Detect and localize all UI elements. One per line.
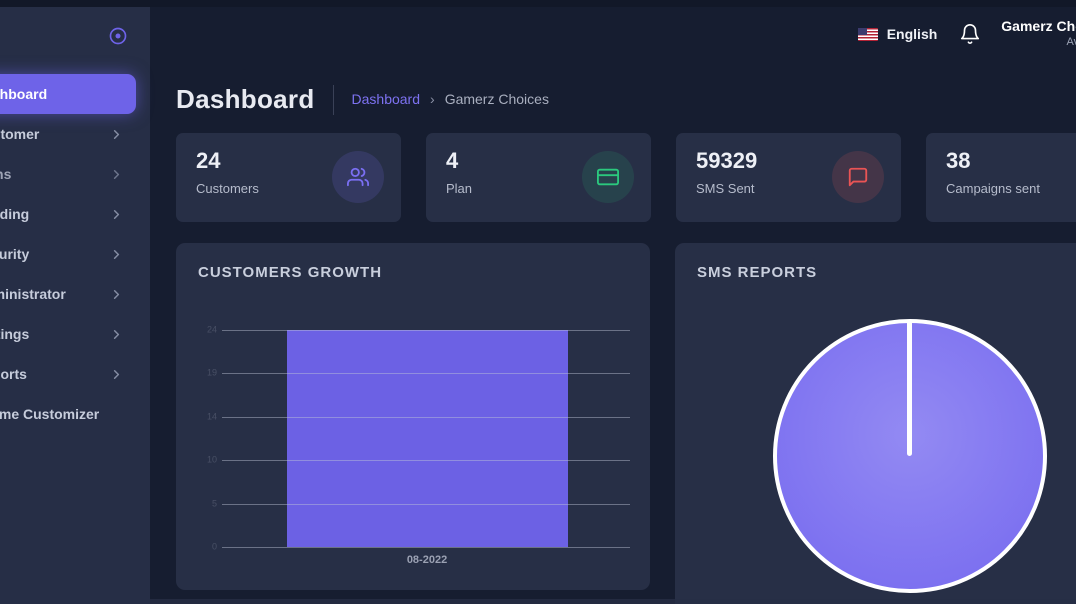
chevron-right-icon	[109, 367, 124, 382]
gridline	[222, 416, 630, 418]
sidebar-menu: Dashboard Customer Plans Sending	[0, 74, 150, 434]
sidebar-item-plans[interactable]: Plans	[0, 154, 150, 194]
sidebar-item-label: Sending	[0, 206, 30, 222]
stat-card-customers: 24 Customers	[176, 133, 401, 222]
sidebar-item-theme-customizer[interactable]: Theme Customizer	[0, 394, 150, 434]
sidebar-item-label: Dashboard	[0, 86, 48, 102]
gridline	[222, 547, 630, 548]
gridline	[222, 373, 630, 375]
sidebar-logo-row	[0, 7, 150, 63]
stat-value: 24	[196, 148, 221, 173]
sidebar-item-label: Administrator	[0, 286, 66, 302]
gridline	[222, 503, 630, 505]
user-menu[interactable]: Gamerz Choices Available	[1001, 18, 1076, 49]
chevron-right-icon	[109, 327, 124, 342]
circle-dot-icon	[109, 27, 127, 45]
gridline	[222, 330, 630, 331]
sidebar-toggle-button[interactable]	[108, 26, 128, 46]
sidebar-item-label: Reports	[0, 366, 27, 382]
sidebar-item-customer[interactable]: Customer	[0, 114, 150, 154]
y-axis-tick: 0	[211, 541, 217, 552]
sidebar-item-label: Theme Customizer	[0, 406, 100, 422]
stat-label: Campaigns sent	[946, 181, 1040, 196]
stat-label: Customers	[196, 181, 259, 196]
sidebar-item-label: Security	[0, 246, 30, 262]
language-selector[interactable]: English	[857, 26, 938, 42]
top-bar: English Gamerz Choices Available	[150, 14, 1076, 54]
language-label: English	[886, 26, 938, 42]
message-square-icon	[832, 151, 884, 203]
notifications-button[interactable]	[959, 23, 981, 45]
credit-card-icon	[582, 151, 634, 203]
breadcrumb-separator: ›	[430, 90, 435, 107]
breadcrumb-current: Gamerz Choices	[444, 90, 549, 107]
gridline	[222, 460, 630, 462]
pie	[773, 319, 1047, 593]
x-axis-tick: 08-2022	[406, 554, 448, 566]
stat-label: Plan	[446, 181, 473, 196]
stat-card-campaigns-sent: 38 Campaigns sent	[926, 133, 1076, 222]
page-header: Dashboard Dashboard › Gamerz Choices	[176, 84, 549, 115]
window-top-strip	[0, 0, 1076, 7]
stat-value: 4	[446, 148, 459, 173]
stat-value: 59329	[696, 148, 758, 173]
sidebar-item-label: Customer	[0, 126, 40, 142]
sidebar-item-security[interactable]: Security	[0, 234, 150, 274]
y-axis-tick: 24	[206, 324, 217, 335]
sidebar-item-administrator[interactable]: Administrator	[0, 274, 150, 314]
sidebar-item-settings[interactable]: Settings	[0, 314, 150, 354]
sms-reports-card: SMS REPORTS	[675, 243, 1076, 604]
customers-growth-card: CUSTOMERS GROWTH 08-2022 24 19 14 10 5 0	[176, 243, 650, 590]
bell-icon	[961, 24, 980, 44]
breadcrumb: Dashboard › Gamerz Choices	[352, 91, 549, 109]
pie-slice-divider	[907, 323, 912, 456]
sidebar-item-dashboard[interactable]: Dashboard	[0, 74, 136, 114]
title-divider	[332, 84, 334, 115]
page-title: Dashboard	[176, 84, 315, 114]
y-axis-tick: 19	[206, 367, 217, 378]
sidebar: Dashboard Customer Plans Sending	[0, 7, 150, 604]
main-content: English Gamerz Choices Available Dashboa…	[150, 0, 1076, 604]
stats-row: 24 Customers 4 Plan 5	[176, 133, 1076, 222]
bar-chart-plot: 08-2022 24 19 14 10 5 0	[207, 325, 630, 566]
sidebar-item-label: Plans	[0, 166, 12, 182]
y-axis-tick: 5	[211, 498, 217, 509]
y-axis-tick: 14	[206, 411, 217, 422]
sidebar-item-label: Settings	[0, 326, 30, 342]
chevron-right-icon	[109, 287, 124, 302]
chevron-right-icon	[109, 167, 124, 182]
us-flag-icon	[857, 27, 878, 41]
chevron-right-icon	[109, 127, 124, 142]
sms-reports-title: SMS REPORTS	[697, 264, 818, 281]
below-fold-card-edge	[150, 599, 1076, 604]
y-axis-tick: 10	[206, 454, 217, 465]
stat-card-plan: 4 Plan	[426, 133, 651, 222]
customers-growth-title: CUSTOMERS GROWTH	[198, 264, 383, 281]
breadcrumb-dashboard-link[interactable]: Dashboard	[351, 90, 421, 107]
sidebar-item-reports[interactable]: Reports	[0, 354, 150, 394]
sidebar-item-sending[interactable]: Sending	[0, 194, 150, 234]
chevron-right-icon	[109, 207, 124, 222]
bar	[287, 330, 568, 547]
users-icon	[332, 151, 384, 203]
user-name: Gamerz Choices	[1001, 18, 1076, 35]
user-status: Available	[1066, 35, 1076, 48]
chevron-right-icon	[109, 247, 124, 262]
stat-value: 38	[946, 148, 971, 173]
stat-card-sms-sent: 59329 SMS Sent	[676, 133, 901, 222]
stat-label: SMS Sent	[696, 181, 755, 196]
